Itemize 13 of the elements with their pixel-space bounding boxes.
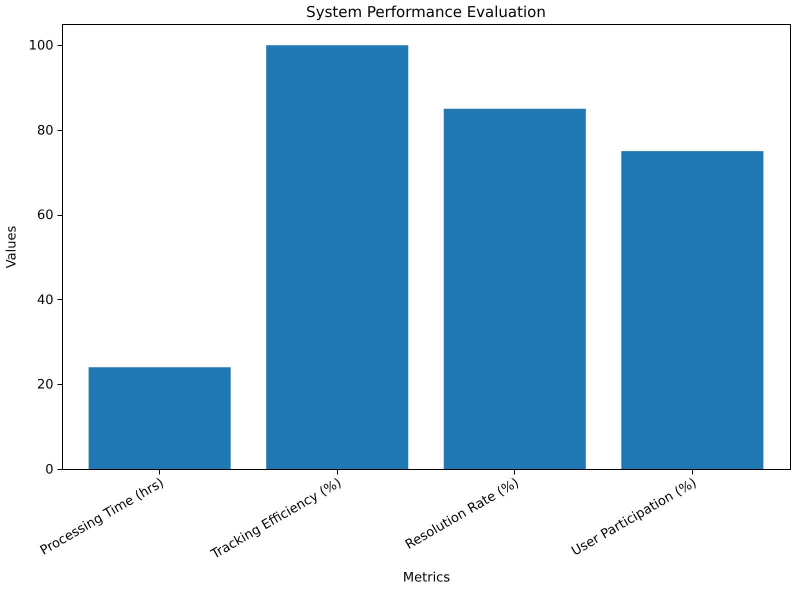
bar xyxy=(88,367,231,469)
x-axis-title: Metrics xyxy=(402,570,450,586)
bar xyxy=(621,151,764,469)
bar xyxy=(444,108,586,469)
y-tick-label: 100 xyxy=(28,38,54,54)
y-tick-label: 40 xyxy=(36,292,54,308)
y-axis-title: Values xyxy=(4,226,20,268)
y-tick-label: 0 xyxy=(45,462,54,478)
chart-title: System Performance Evaluation xyxy=(306,3,546,21)
bar xyxy=(266,45,408,469)
y-tick-label: 60 xyxy=(36,208,54,224)
y-tick-label: 80 xyxy=(36,123,54,138)
y-tick-label: 20 xyxy=(36,378,54,393)
